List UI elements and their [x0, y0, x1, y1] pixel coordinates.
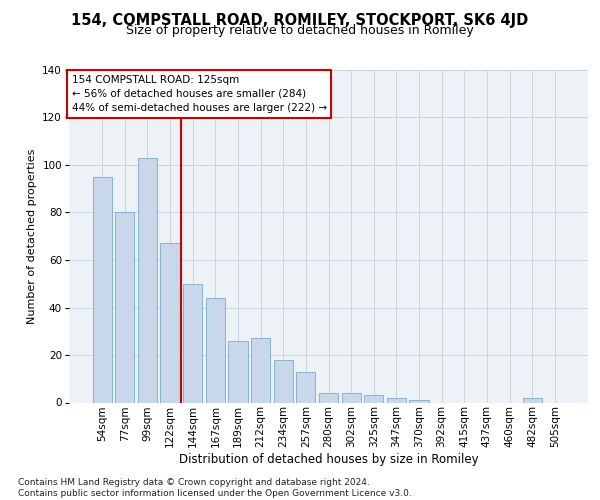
Bar [409, 400, 428, 402]
X-axis label: Distribution of detached houses by size in Romiley: Distribution of detached houses by size … [179, 453, 478, 466]
Bar [274, 360, 293, 403]
Bar [319, 393, 338, 402]
Bar [183, 284, 202, 403]
Bar [341, 393, 361, 402]
Bar [92, 177, 112, 402]
Bar [229, 341, 248, 402]
Bar [160, 244, 180, 402]
Y-axis label: Number of detached properties: Number of detached properties [27, 148, 37, 324]
Text: 154 COMPSTALL ROAD: 125sqm
← 56% of detached houses are smaller (284)
44% of sem: 154 COMPSTALL ROAD: 125sqm ← 56% of deta… [71, 75, 327, 113]
Text: 154, COMPSTALL ROAD, ROMILEY, STOCKPORT, SK6 4JD: 154, COMPSTALL ROAD, ROMILEY, STOCKPORT,… [71, 12, 529, 28]
Bar [251, 338, 270, 402]
Bar [115, 212, 134, 402]
Bar [387, 398, 406, 402]
Bar [296, 372, 316, 402]
Bar [364, 396, 383, 402]
Text: Contains HM Land Registry data © Crown copyright and database right 2024.
Contai: Contains HM Land Registry data © Crown c… [18, 478, 412, 498]
Text: Size of property relative to detached houses in Romiley: Size of property relative to detached ho… [126, 24, 474, 37]
Bar [523, 398, 542, 402]
Bar [206, 298, 225, 403]
Bar [138, 158, 157, 402]
